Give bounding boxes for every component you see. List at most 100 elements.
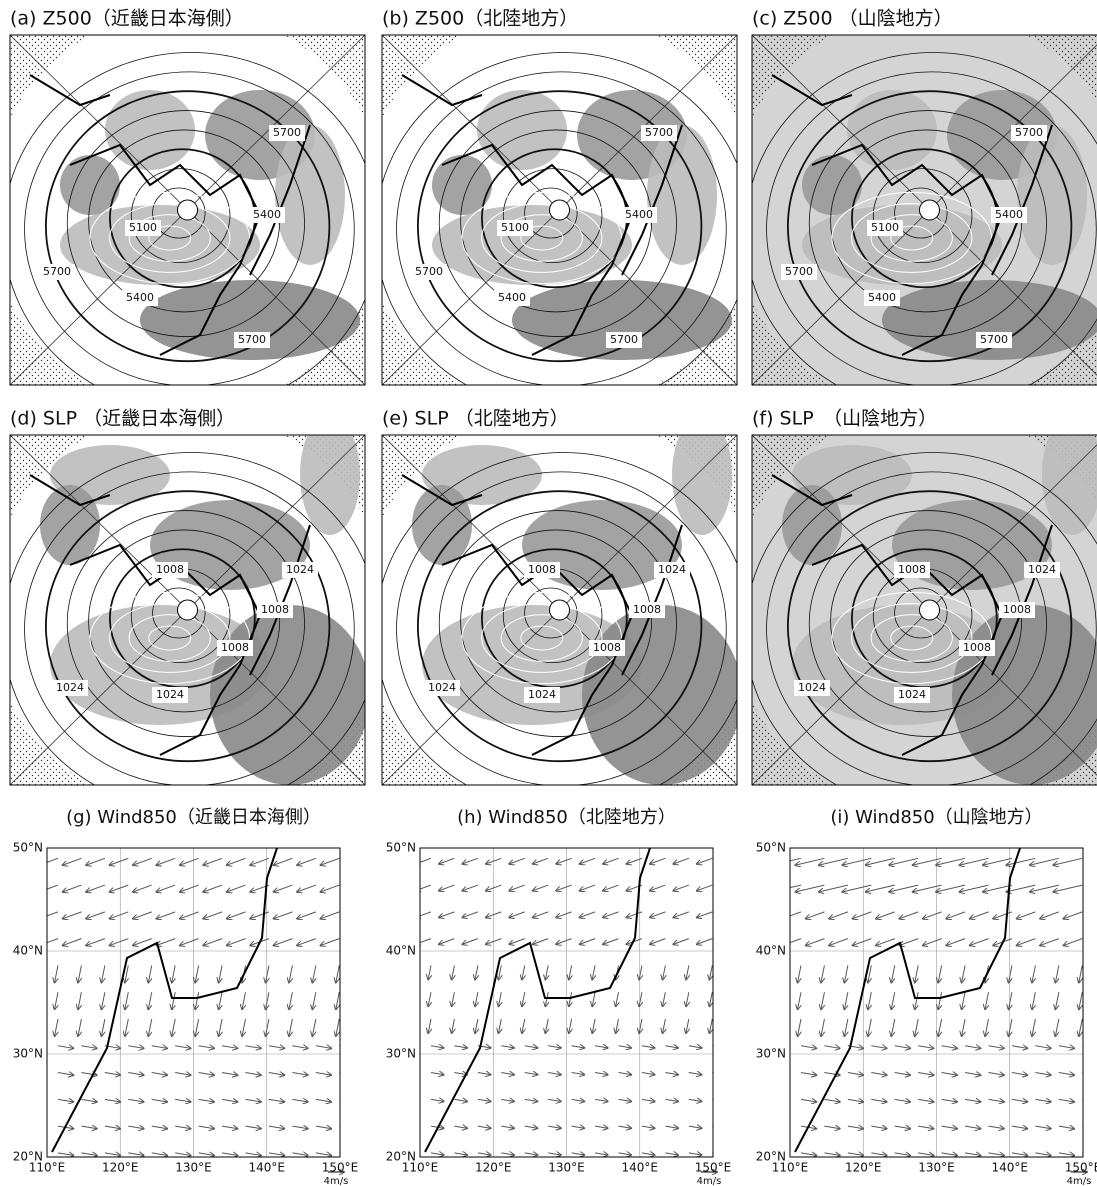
wind-vector (297, 885, 316, 892)
wind-vector (509, 885, 524, 891)
pole (550, 200, 570, 220)
wind-vector (1030, 885, 1059, 892)
wind-vector (266, 965, 269, 982)
wind-vector (796, 885, 825, 892)
wind-vector (452, 992, 455, 1006)
wind-vector (242, 1019, 245, 1036)
map-panel: 570054005100570054005700 (0, 0, 448, 470)
lon-label: 110°E (402, 1161, 439, 1175)
wind-vector (801, 1046, 816, 1049)
wind-vector (989, 1153, 1004, 1156)
wind-vector (842, 885, 871, 892)
wind-vector (689, 1126, 702, 1128)
wind-vector (133, 885, 152, 892)
panel-title: (f) SLP （山陰地方） (752, 408, 937, 430)
wind-vector (462, 912, 477, 918)
wind-vector (63, 885, 82, 892)
wind-vector (548, 1126, 561, 1128)
wind-vector (772, 858, 801, 865)
wind-vector (844, 1019, 847, 1036)
contour-label: 1024 (658, 563, 686, 576)
wind-vector (595, 1126, 608, 1128)
wind-vector (983, 885, 1012, 892)
wind-vector (1012, 1046, 1027, 1049)
wind-vector (965, 1153, 980, 1156)
wind-vector (452, 965, 455, 979)
wind-vector (891, 992, 894, 1009)
wind-vector (616, 1019, 619, 1033)
wind-vector (222, 1073, 237, 1076)
contour-label: 5700 (273, 126, 301, 139)
wind-vector (525, 1046, 538, 1048)
wind-vector (499, 992, 502, 1006)
wind-vector (101, 1019, 104, 1036)
wind-vector (689, 1099, 702, 1101)
contour-label: 5700 (238, 333, 266, 346)
wind-vector (824, 1046, 839, 1049)
wind-vector (989, 1126, 1004, 1129)
wind-vector (673, 912, 688, 918)
wind-vector (842, 858, 871, 865)
wind-vector (989, 1046, 1004, 1049)
wind-vector (312, 1019, 315, 1036)
wind-vector (133, 912, 152, 919)
contour-label: 1008 (528, 563, 556, 576)
lon-label: 130°E (918, 1161, 955, 1175)
panel-title: (c) Z500 （山陰地方） (752, 8, 953, 30)
wind-vector (989, 1073, 1004, 1076)
map-panel: 570054005100570054005700 (300, 0, 820, 470)
wind-vector (321, 858, 340, 865)
wind-vector (509, 858, 524, 864)
wind-vector (86, 858, 105, 865)
contour-label: 5400 (868, 291, 896, 304)
wind-vector (1017, 939, 1036, 946)
wind-vector (665, 1153, 678, 1155)
wind-vector (416, 885, 431, 891)
wind-vector (619, 1073, 632, 1075)
contour-label: 5700 (980, 333, 1008, 346)
wind-vector (336, 965, 339, 982)
wind-vector (595, 1073, 608, 1075)
wind-vector (689, 1153, 702, 1155)
wind-vector (663, 1019, 666, 1033)
wind-vector (844, 992, 847, 1009)
wind-vector (985, 1019, 988, 1036)
wind-vector (876, 939, 895, 946)
wind-vector (889, 858, 918, 865)
wind-vector (128, 1126, 143, 1129)
wind-vector (871, 1073, 886, 1076)
contour-label: 1024 (56, 681, 84, 694)
wind-vector (936, 885, 965, 892)
wind-vector (946, 912, 965, 919)
wind-vector (501, 1099, 514, 1101)
wind-vector (824, 1099, 839, 1102)
wind-vector (199, 1126, 214, 1129)
wind-vector (915, 1019, 918, 1036)
wind-vector (336, 1019, 339, 1036)
wind-vector (853, 912, 872, 919)
wind-vector (1064, 912, 1083, 919)
wind-vector (712, 1126, 725, 1128)
wind-vector (642, 1046, 655, 1048)
wind-vector (650, 939, 665, 945)
wind-vector (889, 885, 918, 892)
wind-vector (709, 1019, 712, 1033)
wind-vector (895, 1046, 910, 1049)
lon-label: 130°E (548, 1161, 585, 1175)
wind-vector (1032, 965, 1035, 982)
wind-vector (439, 858, 454, 864)
pole (550, 600, 570, 620)
wind-vector (58, 1046, 73, 1049)
wind-vector (242, 992, 245, 1009)
wind-vector (274, 885, 293, 892)
wind-vector (58, 1099, 73, 1102)
wind-vector (175, 1099, 190, 1102)
wind-vector (128, 1073, 143, 1076)
contour-label: 1024 (528, 688, 556, 701)
wind-vector (227, 939, 246, 946)
wind-vector (1059, 1153, 1074, 1156)
wind-vector (673, 858, 688, 864)
wind-vector (663, 965, 666, 979)
wind-vector (222, 1099, 237, 1102)
wind-vector (219, 1019, 222, 1036)
